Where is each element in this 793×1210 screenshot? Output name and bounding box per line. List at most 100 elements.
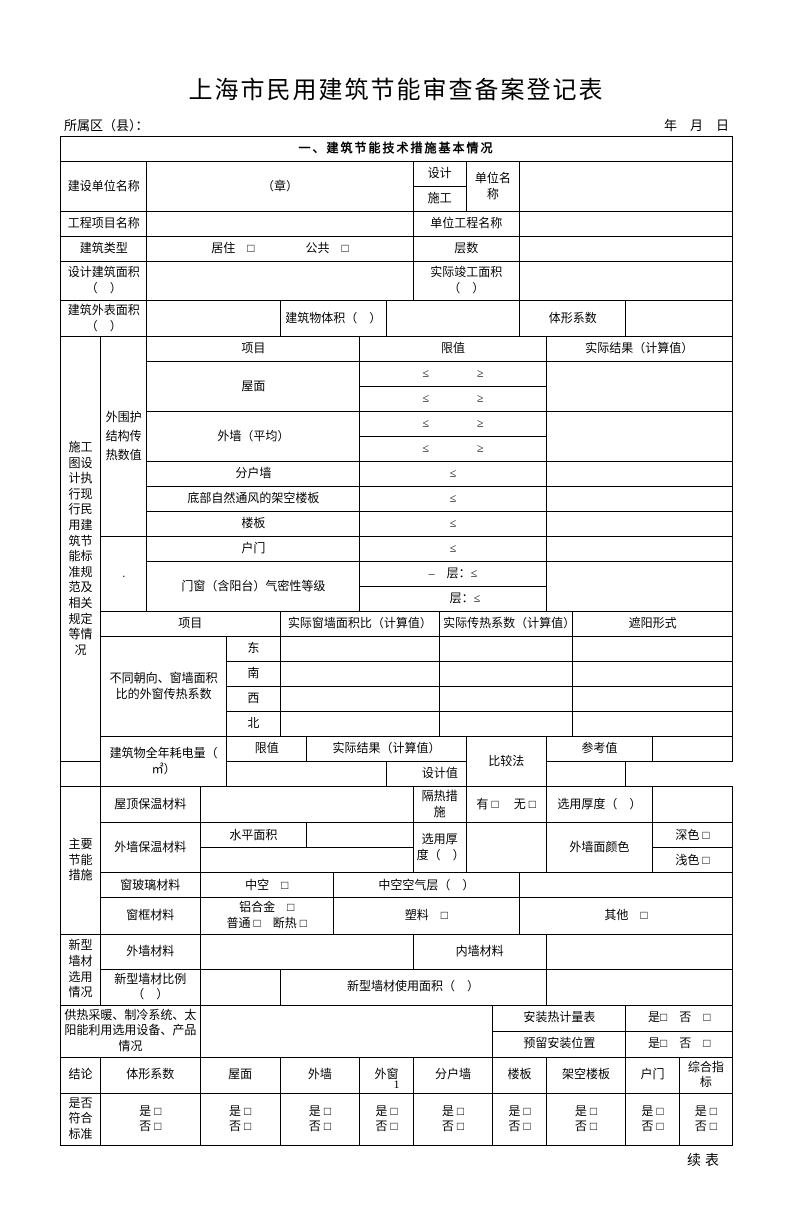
dark-color: 深色 □ [653, 823, 733, 848]
unit-name-value [520, 162, 733, 212]
construct-label: 施工 [413, 187, 466, 212]
shape-coef-value [626, 301, 733, 337]
north-u [440, 712, 573, 737]
c-floor-slab: 是 □否 □ [493, 1093, 546, 1145]
north-label: 北 [227, 712, 280, 737]
int-wall-material-label: 内墙材料 [413, 934, 546, 969]
airtight-label: 门窗（含阳台）气密性等级 [147, 562, 360, 612]
date-label: 年 月 日 [664, 115, 729, 134]
roof-actual [546, 362, 732, 412]
west-shade [573, 687, 733, 712]
west-u [440, 687, 573, 712]
project-col-header: 项目 [147, 337, 360, 362]
ext-area-value [147, 301, 280, 337]
building-type-label: 建筑类型 [61, 237, 147, 262]
hollow-air-label: 中空空气层（ ） [333, 873, 519, 898]
volume-value [386, 301, 519, 337]
glass-material-label: 窗玻璃材料 [100, 873, 200, 898]
south-label: 南 [227, 662, 280, 687]
roof-label: 屋面 [147, 362, 360, 412]
floors-label: 层数 [413, 237, 519, 262]
ref-value [653, 737, 733, 762]
raised-floor-label: 底部自然通风的架空楼板 [147, 487, 360, 512]
design-value [546, 762, 626, 787]
west-wwr [280, 687, 440, 712]
design-area-label: 设计建筑面积（ ） [61, 262, 147, 301]
floor-slab-actual [546, 512, 732, 537]
annual-limit-label: 限值 [227, 737, 307, 762]
design-value-label: 设计值 [386, 762, 492, 787]
ext-wall-limit-2: ≤ ≥ [360, 437, 546, 462]
roof-limit-1: ≤ ≥ [360, 362, 546, 387]
plastic: 塑料 □ [333, 898, 519, 934]
unit-project-name-value [520, 212, 733, 237]
ext-wall-actual [546, 412, 732, 462]
project-name-value [147, 212, 413, 237]
ref-value-label: 参考值 [546, 737, 652, 762]
sel-thickness-value [653, 787, 733, 823]
wall-color-label: 外墙面颜色 [546, 823, 652, 873]
light-color: 浅色 □ [653, 848, 733, 873]
unit-project-name-label: 单位工程名称 [413, 212, 519, 237]
actual-area-label: 实际竣工面积（ ） [413, 262, 519, 301]
airtight-limit-2: 层：≤ [360, 587, 546, 612]
page-number: 1 [0, 1077, 793, 1092]
ext-wall-material-label: 外墙材料 [100, 934, 200, 969]
door-limit: ≤ [360, 537, 546, 562]
meta-row: 所属区（县）： 年 月 日 [60, 115, 733, 134]
new-wall-area-value [546, 969, 732, 1005]
design-area-value [147, 262, 413, 301]
limit-header: 限值 [360, 337, 546, 362]
new-wall-ratio-value [200, 969, 280, 1005]
district-label: 所属区（县）： [64, 115, 149, 134]
east-u [440, 637, 573, 662]
c-composite: 是 □否 □ [679, 1093, 732, 1145]
annual-actual-value [227, 762, 387, 787]
east-label: 东 [227, 637, 280, 662]
raised-floor-limit: ≤ [360, 487, 546, 512]
dot-label: . [100, 537, 147, 612]
conform-label: 是否符合标准 [61, 1093, 101, 1145]
door-actual [546, 537, 732, 562]
airtight-limit-1: – 层：≤ [360, 562, 546, 587]
thermal-measure-label: 隔热措施 [413, 787, 466, 823]
section1-title: 一、建筑节能技术措施基本情况 [61, 137, 733, 162]
wall-insulation-label: 外墙保温材料 [100, 823, 200, 873]
roof-insulation-value [200, 787, 413, 823]
thermal-measure-value: 有 □ 无 □ [466, 787, 546, 823]
direction-header: 项目 [100, 612, 280, 637]
c-raised: 是 □否 □ [546, 1093, 626, 1145]
actual-u-header: 实际传热系数（计算值） [440, 612, 573, 637]
airtight-actual [546, 562, 732, 612]
floor-slab-limit: ≤ [360, 512, 546, 537]
north-shade [573, 712, 733, 737]
south-wwr [280, 662, 440, 687]
build-unit-name-value: （章） [147, 162, 413, 212]
c-partition: 是 □否 □ [413, 1093, 493, 1145]
c-door: 是 □否 □ [626, 1093, 679, 1145]
ext-area-label: 建筑外表面积（ ） [61, 301, 147, 337]
building-type-value: 居住 □ 公共 □ [147, 237, 413, 262]
page-title: 上海市民用建筑节能审查备案登记表 [60, 70, 733, 105]
partition-wall-label: 分户墙 [147, 462, 360, 487]
annual-actual-label: 实际结果（计算值） [307, 737, 467, 762]
horiz-area-value [307, 823, 413, 848]
sel-thickness-label-2: 选用厚度（ ） [413, 823, 466, 873]
roof-limit-2: ≤ ≥ [360, 387, 546, 412]
south-shade [573, 662, 733, 687]
volume-label: 建筑物体积（ ） [280, 301, 386, 337]
envelope-k-label: 外围护结构传热数值 [100, 337, 147, 537]
floor-slab-label: 楼板 [147, 512, 360, 537]
sel-thickness-value-2 [466, 823, 546, 873]
design-label: 设计 [413, 162, 466, 187]
int-wall-material-value [546, 934, 732, 969]
frame-material-label: 窗框材料 [100, 898, 200, 934]
hvac-label: 供热采暖、制冷系统、太阳能利用选用设备、产品情况 [61, 1005, 201, 1057]
project-name-label: 工程项目名称 [61, 212, 147, 237]
new-wall-sel-label: 新型墙材选用情况 [61, 934, 101, 1005]
wwr-header: 实际窗墙面积比（计算值） [280, 612, 440, 637]
shading-header: 遮阳形式 [573, 612, 733, 637]
north-wwr [280, 712, 440, 737]
new-wall-ratio-label: 新型墙材比例（ ） [100, 969, 200, 1005]
new-wall-area-label: 新型墙材使用面积（ ） [280, 969, 546, 1005]
